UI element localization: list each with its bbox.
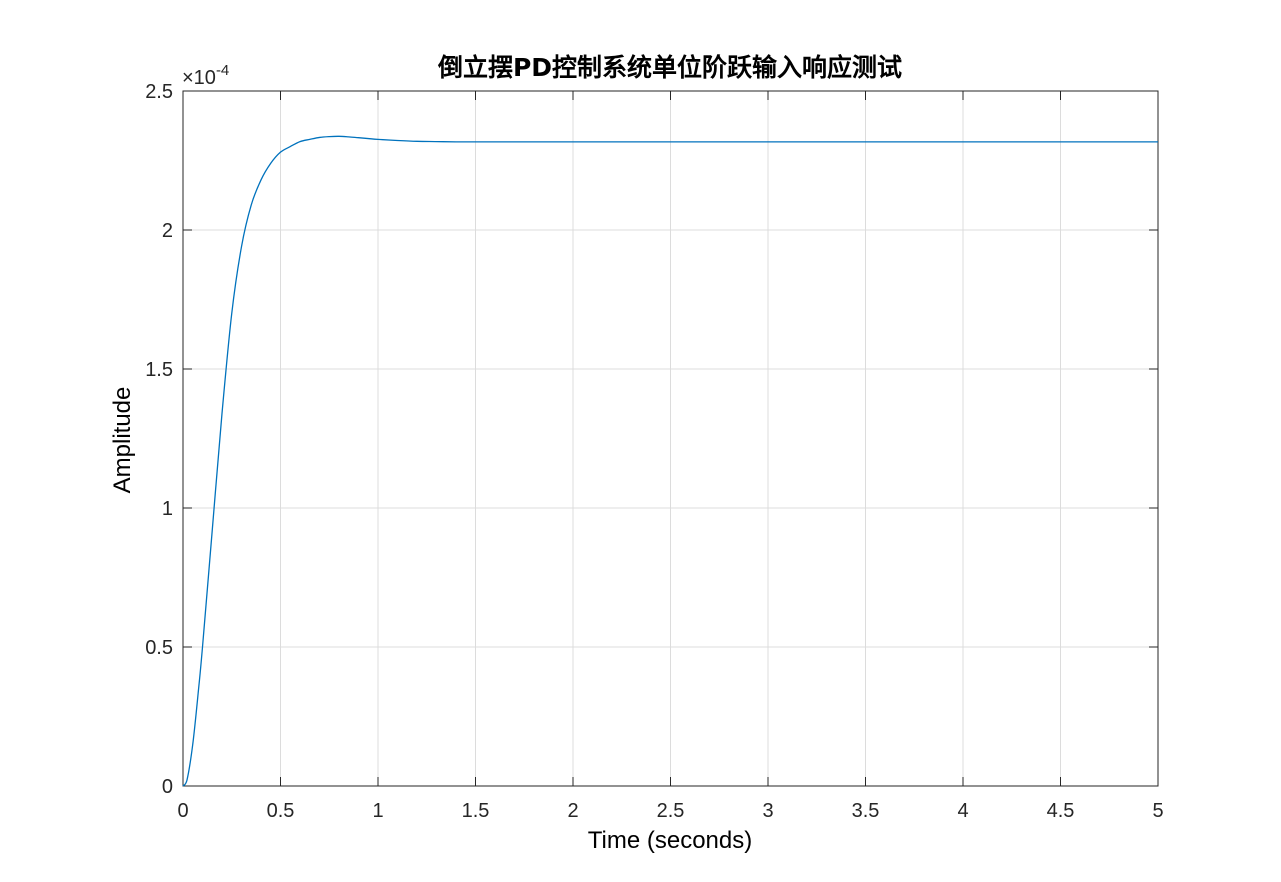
series-group bbox=[182, 135, 1158, 787]
x-tick-label: 3.5 bbox=[852, 800, 880, 822]
y-axis-multiplier-base: ×10 bbox=[182, 67, 216, 89]
x-tick-label: 4.5 bbox=[1047, 800, 1075, 822]
tick-marks bbox=[182, 90, 1159, 787]
y-tick-label: 1.5 bbox=[145, 359, 173, 381]
x-tick-label: 5 bbox=[1152, 800, 1163, 822]
x-axis-label: Time (seconds) bbox=[588, 827, 752, 854]
y-axis-label: Amplitude bbox=[109, 387, 136, 494]
x-tick-label: 2.5 bbox=[657, 800, 685, 822]
y-axis-multiplier: ×10-4 bbox=[182, 62, 229, 89]
y-tick-label: 0 bbox=[162, 776, 173, 798]
y-tick-label: 1 bbox=[162, 498, 173, 520]
x-axis-tick-labels: 0 0.5 1 1.5 2 2.5 3 3.5 4 4.5 5 bbox=[177, 800, 1163, 822]
x-tick-label: 4 bbox=[957, 800, 968, 822]
x-tick-label: 2 bbox=[567, 800, 578, 822]
grid bbox=[182, 90, 1159, 787]
x-tick-label: 3 bbox=[762, 800, 773, 822]
x-tick-label: 0 bbox=[177, 800, 188, 822]
y-tick-label: 2 bbox=[162, 220, 173, 242]
y-tick-label: 0.5 bbox=[145, 637, 173, 659]
y-axis-tick-labels: 0 0.5 1 1.5 2 2.5 bbox=[145, 81, 173, 798]
chart-title: 倒立摆PD控制系统单位阶跃输入响应测试 bbox=[437, 53, 902, 82]
x-tick-label: 1 bbox=[372, 800, 383, 822]
x-tick-label: 1.5 bbox=[462, 800, 490, 822]
x-tick-label: 0.5 bbox=[267, 800, 295, 822]
y-axis-multiplier-exponent: -4 bbox=[216, 62, 229, 79]
step-response-line bbox=[182, 135, 1158, 787]
y-tick-label: 2.5 bbox=[145, 81, 173, 103]
